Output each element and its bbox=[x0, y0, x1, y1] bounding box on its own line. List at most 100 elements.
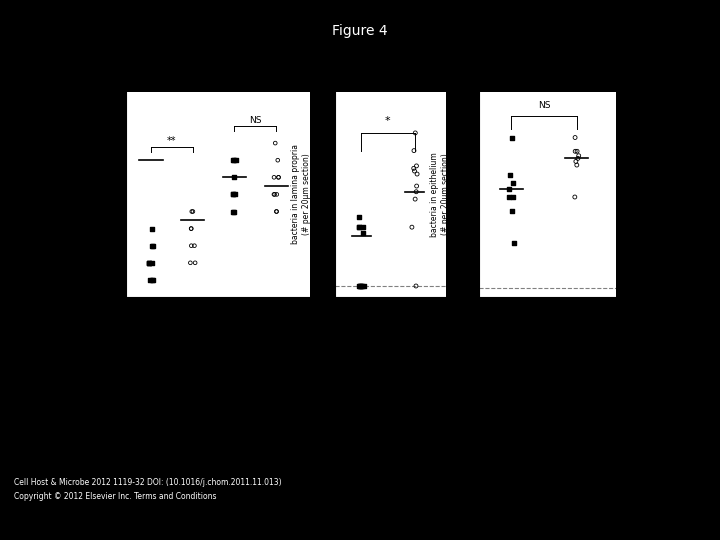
Point bbox=[189, 241, 200, 250]
Point bbox=[410, 187, 422, 196]
Point bbox=[408, 146, 420, 155]
Point bbox=[145, 275, 156, 284]
Point bbox=[228, 156, 239, 165]
Point bbox=[406, 223, 418, 232]
Point bbox=[572, 147, 583, 156]
Point bbox=[146, 275, 158, 284]
Point bbox=[269, 139, 281, 147]
Text: CD11c⁺: CD11c⁺ bbox=[376, 334, 405, 343]
Text: Figure 4: Figure 4 bbox=[332, 24, 388, 38]
Text: cell: cell bbox=[384, 353, 397, 361]
Point bbox=[409, 167, 420, 176]
Point bbox=[410, 195, 421, 204]
Title: Cecum inflammation: Cecum inflammation bbox=[171, 82, 265, 91]
Point bbox=[147, 241, 158, 250]
Point bbox=[269, 190, 280, 199]
Point bbox=[145, 259, 157, 267]
Point bbox=[271, 190, 282, 199]
Text: Copyright © 2012 Elsevier Inc. Terms and Conditions: Copyright © 2012 Elsevier Inc. Terms and… bbox=[14, 492, 217, 502]
Point bbox=[357, 223, 369, 232]
Point bbox=[354, 212, 365, 221]
Point bbox=[269, 173, 280, 181]
Text: NS: NS bbox=[249, 116, 261, 125]
Point bbox=[354, 223, 365, 232]
Point bbox=[408, 164, 420, 173]
Text: B: B bbox=[299, 77, 309, 90]
Point bbox=[573, 151, 585, 160]
Y-axis label: bacteria in lamina propria
(# per 20μm section): bacteria in lamina propria (# per 20μm s… bbox=[291, 144, 310, 245]
Point bbox=[508, 193, 519, 201]
Point bbox=[227, 190, 238, 199]
Point bbox=[570, 157, 582, 166]
Point bbox=[411, 182, 423, 191]
Point bbox=[354, 223, 365, 232]
Text: CD11c⁺: CD11c⁺ bbox=[533, 334, 562, 343]
Text: depletion: depletion bbox=[529, 371, 565, 380]
Point bbox=[228, 207, 239, 216]
Point bbox=[228, 190, 239, 199]
Point bbox=[410, 129, 421, 137]
Text: C: C bbox=[438, 77, 447, 90]
Text: cell: cell bbox=[541, 353, 554, 361]
Point bbox=[268, 190, 279, 199]
Point bbox=[354, 282, 366, 291]
Point bbox=[503, 193, 515, 201]
Point bbox=[186, 207, 197, 216]
Point bbox=[148, 275, 159, 284]
Point bbox=[570, 133, 581, 142]
Point bbox=[271, 207, 282, 216]
Text: *: * bbox=[385, 116, 391, 126]
Point bbox=[143, 259, 155, 267]
Point bbox=[358, 228, 369, 237]
Y-axis label: pathological score: pathological score bbox=[98, 156, 107, 233]
Point bbox=[356, 282, 367, 291]
Text: 24h p.l.: 24h p.l. bbox=[241, 331, 270, 340]
Point bbox=[273, 173, 284, 181]
Text: depletion: depletion bbox=[372, 371, 409, 380]
Title: Lamina propria invasion
24 h p.l.: Lamina propria invasion 24 h p.l. bbox=[336, 72, 445, 91]
Point bbox=[228, 156, 240, 165]
Point bbox=[272, 156, 284, 165]
Point bbox=[410, 161, 422, 170]
Point bbox=[143, 259, 155, 267]
Point bbox=[570, 147, 581, 156]
Point bbox=[143, 259, 155, 267]
Point bbox=[228, 207, 240, 216]
Point bbox=[572, 154, 584, 163]
Point bbox=[186, 241, 197, 250]
Text: CD11c⁺: CD11c⁺ bbox=[203, 334, 233, 343]
Point bbox=[507, 206, 518, 215]
Point bbox=[184, 259, 196, 267]
Point bbox=[354, 282, 365, 291]
Point bbox=[505, 171, 516, 179]
Text: **: ** bbox=[167, 136, 176, 146]
Text: NS: NS bbox=[538, 102, 550, 111]
Point bbox=[146, 224, 158, 233]
Point bbox=[186, 224, 197, 233]
Point bbox=[508, 179, 519, 187]
Point bbox=[229, 190, 240, 199]
Point bbox=[271, 207, 282, 216]
Y-axis label: bacteria in epithelium
(# per 20μm section): bacteria in epithelium (# per 20μm secti… bbox=[431, 152, 450, 237]
Point bbox=[230, 156, 242, 165]
Point bbox=[228, 173, 240, 181]
Point bbox=[187, 207, 199, 216]
Point bbox=[506, 133, 518, 142]
Point bbox=[503, 185, 515, 193]
Point bbox=[145, 241, 157, 250]
Text: cell: cell bbox=[211, 353, 225, 361]
Point bbox=[358, 282, 369, 291]
Point bbox=[571, 161, 582, 170]
Text: depletion: depletion bbox=[199, 371, 236, 380]
Point bbox=[186, 224, 197, 233]
Point bbox=[354, 282, 366, 291]
Title: Epithelial invasion
24 h p.l.: Epithelial invasion 24 h p.l. bbox=[505, 72, 589, 91]
Point bbox=[411, 170, 423, 178]
Point bbox=[356, 282, 367, 291]
Text: A: A bbox=[89, 77, 99, 90]
Text: Cell Host & Microbe 2012 1119-32 DOI: (10.1016/j.chom.2011.11.013): Cell Host & Microbe 2012 1119-32 DOI: (1… bbox=[14, 478, 282, 487]
Point bbox=[569, 193, 580, 201]
Point bbox=[410, 282, 422, 291]
Text: 8h p.l.: 8h p.l. bbox=[160, 331, 184, 340]
Point bbox=[273, 173, 284, 181]
